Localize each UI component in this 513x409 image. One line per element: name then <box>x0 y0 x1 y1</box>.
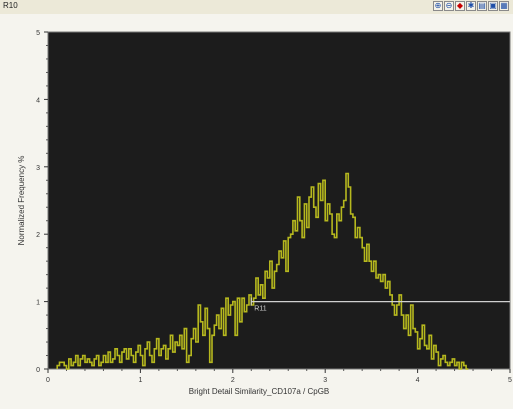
zoom-in-icon[interactable]: ⊕ <box>433 1 443 11</box>
plot-area: 0 1 2 3 4 5 0 1 2 3 4 5 Bright Detail Similarity_CD1… <box>0 14 513 409</box>
export-icon[interactable]: ▣ <box>488 1 498 11</box>
gate-icon[interactable]: ◆ <box>455 1 465 11</box>
settings-icon[interactable]: ✱ <box>466 1 476 11</box>
y-tick-label: 5 <box>36 30 40 37</box>
y-tick-label: 4 <box>36 97 40 104</box>
x-tick-label: 4 <box>416 377 420 384</box>
y-tick-label: 3 <box>36 165 40 172</box>
x-tick-label: 2 <box>231 377 235 384</box>
x-axis-label: Bright Detail Similarity_CD107a / CpGB <box>189 387 330 396</box>
x-tick-label: 5 <box>508 377 512 384</box>
copy-icon[interactable]: ▤ <box>477 1 487 11</box>
histogram-chart[interactable]: 0 1 2 3 4 5 0 1 2 3 4 5 Bright Detail Similarity_CD1… <box>0 14 513 409</box>
x-tick-label: 0 <box>46 377 50 384</box>
zoom-out-icon[interactable]: ⊖ <box>444 1 454 11</box>
plot-toolbar: ⊕ ⊖ ◆ ✱ ▤ ▣ ▦ <box>433 1 509 11</box>
x-tick-label: 1 <box>138 377 142 384</box>
gate-label: R11 <box>254 306 266 313</box>
y-axis-label: Normalized Frequency % <box>17 156 26 246</box>
y-tick-label: 1 <box>36 300 40 307</box>
print-icon[interactable]: ▦ <box>499 1 509 11</box>
y-tick-label: 2 <box>36 232 40 239</box>
title-bar: R10 ⊕ ⊖ ◆ ✱ ▤ ▣ ▦ <box>0 0 513 14</box>
x-tick-label: 3 <box>323 377 327 384</box>
plot-background <box>48 32 510 369</box>
window-title: R10 <box>3 1 18 10</box>
y-tick-label: 0 <box>36 367 40 374</box>
